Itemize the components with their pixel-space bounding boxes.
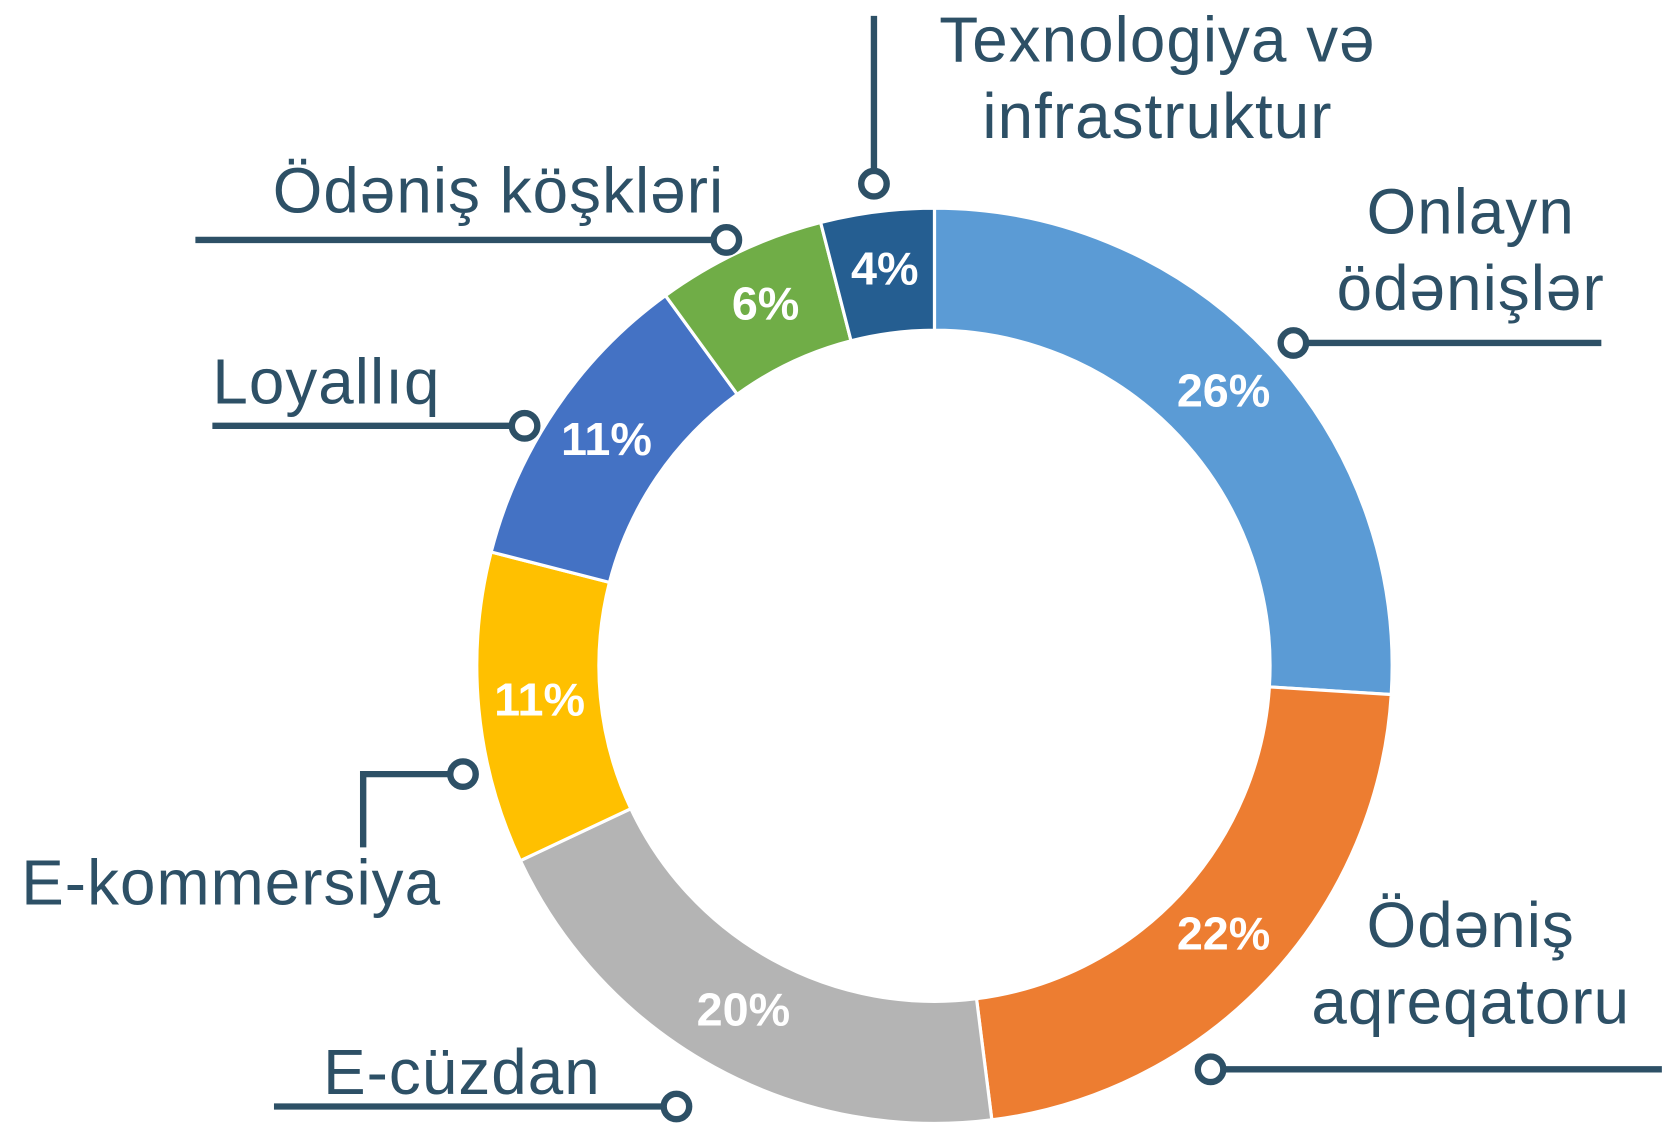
value-label: 11%	[561, 413, 652, 465]
category-label: Onlayn ödənişlər	[1336, 176, 1605, 324]
value-label: 4%	[851, 243, 919, 295]
donut-segment	[818, 206, 937, 343]
leader-dot	[660, 1090, 693, 1123]
category-label: Loyallıq	[212, 346, 441, 418]
leader-dot	[1277, 327, 1310, 359]
leader-line	[359, 770, 463, 848]
donut-segment	[974, 685, 1393, 1122]
category-label: Ödəniş aqreqatoru	[1311, 889, 1631, 1038]
leader-dot	[508, 409, 541, 442]
value-label: 11%	[494, 673, 585, 725]
leader-dot	[1194, 1053, 1227, 1086]
category-label: E-kommersiya	[21, 847, 442, 919]
leader-dot	[710, 224, 743, 256]
value-label: 20%	[697, 984, 791, 1036]
value-label: 22%	[1177, 908, 1271, 960]
donut-segment	[518, 806, 994, 1126]
category-label: Texnologiya və infrastruktur	[939, 4, 1376, 152]
category-label: E-cüzdan	[323, 1036, 601, 1108]
category-label: Ödəniş köşkləri	[272, 155, 725, 227]
value-label: 26%	[1177, 365, 1271, 417]
value-label: 6%	[732, 277, 800, 329]
leader-dot	[858, 167, 890, 200]
leader-dot	[447, 758, 479, 791]
donut-segment	[932, 206, 1394, 697]
